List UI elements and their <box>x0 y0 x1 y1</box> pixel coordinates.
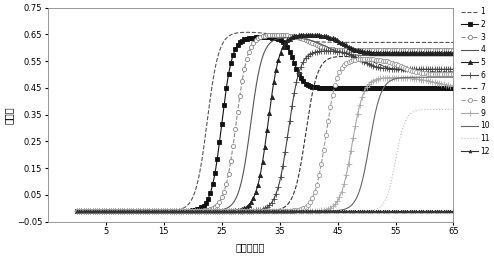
Y-axis label: 浓度值: 浓度值 <box>4 106 14 123</box>
Legend: 1, 2, 3, 4, 5, 6, 7, 8, 9, 10, 11, 12: 1, 2, 3, 4, 5, 6, 7, 8, 9, 10, 11, 12 <box>461 7 490 156</box>
X-axis label: 时间（分）: 时间（分） <box>236 242 265 252</box>
